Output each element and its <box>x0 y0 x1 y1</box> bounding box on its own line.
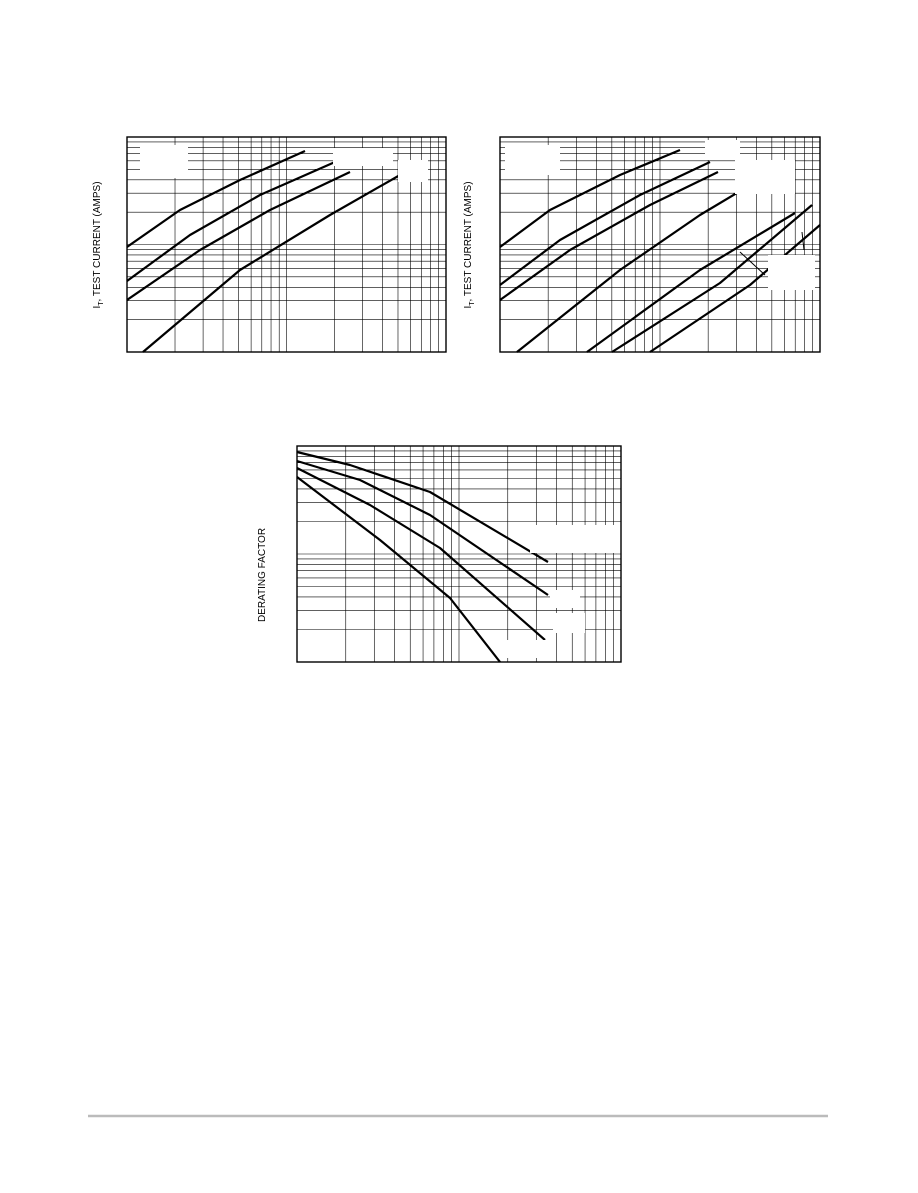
y-axis-label: IT, TEST CURRENT (AMPS) <box>463 181 476 308</box>
curve <box>611 204 813 353</box>
curve <box>499 148 681 248</box>
curve <box>296 467 546 641</box>
curve <box>126 149 306 248</box>
blank-label <box>768 255 815 290</box>
chart-1: IT, TEST CURRENT (AMPS) <box>92 136 447 353</box>
curve <box>296 459 549 596</box>
y-axis-label: DERATING FACTOR <box>257 528 268 622</box>
curve <box>499 171 719 301</box>
curve <box>296 450 549 563</box>
blank-label <box>398 160 428 182</box>
blank-label <box>530 525 615 553</box>
curve <box>126 171 351 301</box>
plot-frame <box>296 445 622 663</box>
chart-2: IT, TEST CURRENT (AMPS) <box>463 136 821 353</box>
curve <box>142 174 401 353</box>
blank-label <box>553 613 585 633</box>
curve <box>296 476 501 663</box>
blank-label <box>550 590 580 608</box>
curve <box>649 224 821 353</box>
curve <box>126 160 336 282</box>
blank-label <box>505 640 550 658</box>
blank-label <box>505 145 560 175</box>
curve <box>499 161 711 286</box>
pointer <box>801 231 805 251</box>
blank-label <box>140 145 188 178</box>
chart-3: DERATING FACTOR <box>257 445 622 663</box>
plot-frame <box>126 136 447 353</box>
y-axis-label: IT, TEST CURRENT (AMPS) <box>92 181 105 308</box>
blank-label <box>333 148 393 166</box>
blank-label <box>735 160 795 194</box>
grid <box>126 137 446 353</box>
blank-label <box>705 140 740 160</box>
plot-frame <box>499 136 821 353</box>
pointer <box>739 251 766 276</box>
curve <box>586 212 796 353</box>
